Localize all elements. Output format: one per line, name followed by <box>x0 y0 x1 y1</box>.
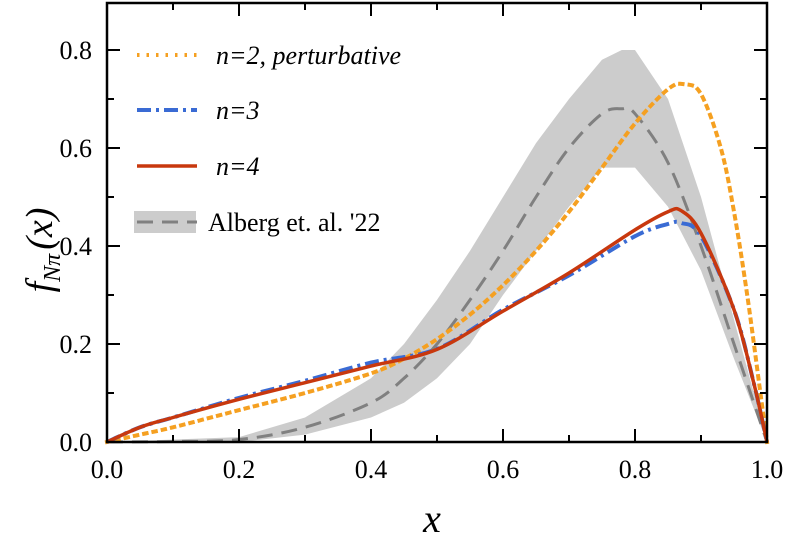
series-lines <box>104 81 770 445</box>
series-line-2 <box>106 206 769 444</box>
y-tick-label: 0.8 <box>60 36 93 65</box>
uncertainty-band <box>107 50 767 442</box>
y-tick-label: 0.4 <box>60 232 93 261</box>
bands <box>107 50 767 442</box>
series-line-0 <box>104 81 770 445</box>
legend-label-0: n=2, perturbative <box>216 41 401 70</box>
y-tick-label: 0.2 <box>60 330 93 359</box>
x-tick-label: 0.0 <box>91 455 124 484</box>
x-tick-label: 0.4 <box>355 455 388 484</box>
legend: n=2, perturbative n=3 n=4 Alberg et. al. '2… <box>134 41 401 237</box>
axes: 0.0 0.2 0.4 0.6 0.8 1.0 0.0 0.2 0.4 0.6 0.8 <box>60 1 784 484</box>
x-axis-label: x <box>422 496 441 541</box>
legend-label-2: n=4 <box>216 152 260 181</box>
legend-label-3: Alberg et. al. '22 <box>208 208 380 237</box>
y-tick-label: 0.6 <box>60 134 93 163</box>
series-line-3 <box>106 106 769 444</box>
y-tick-label: 0.0 <box>60 428 93 457</box>
x-tick-label: 0.8 <box>619 455 652 484</box>
x-tick-label: 0.6 <box>487 455 520 484</box>
x-tick-label: 0.2 <box>223 455 256 484</box>
x-tick-label: 1.0 <box>751 455 784 484</box>
legend-label-1: n=3 <box>216 96 260 125</box>
y-axis-label: fNπ(x) <box>19 208 66 293</box>
